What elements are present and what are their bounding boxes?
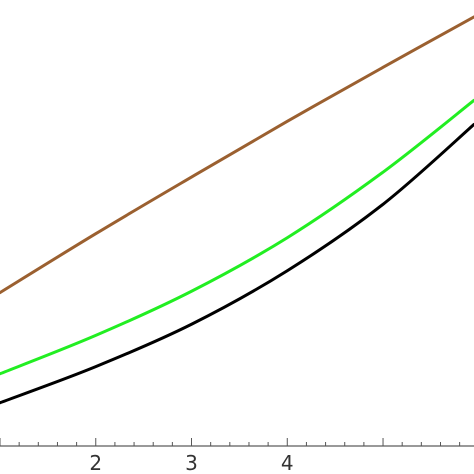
series-line-2 — [0, 98, 474, 376]
series-line-1 — [0, 15, 474, 295]
x-tick-label: 3 — [185, 451, 198, 474]
series-line-3 — [0, 122, 474, 405]
x-tick-label: 2 — [89, 451, 102, 474]
x-axis-ticks: 2 3 4 — [0, 438, 461, 474]
series-layer — [0, 15, 474, 405]
x-tick-label: 4 — [281, 451, 294, 474]
